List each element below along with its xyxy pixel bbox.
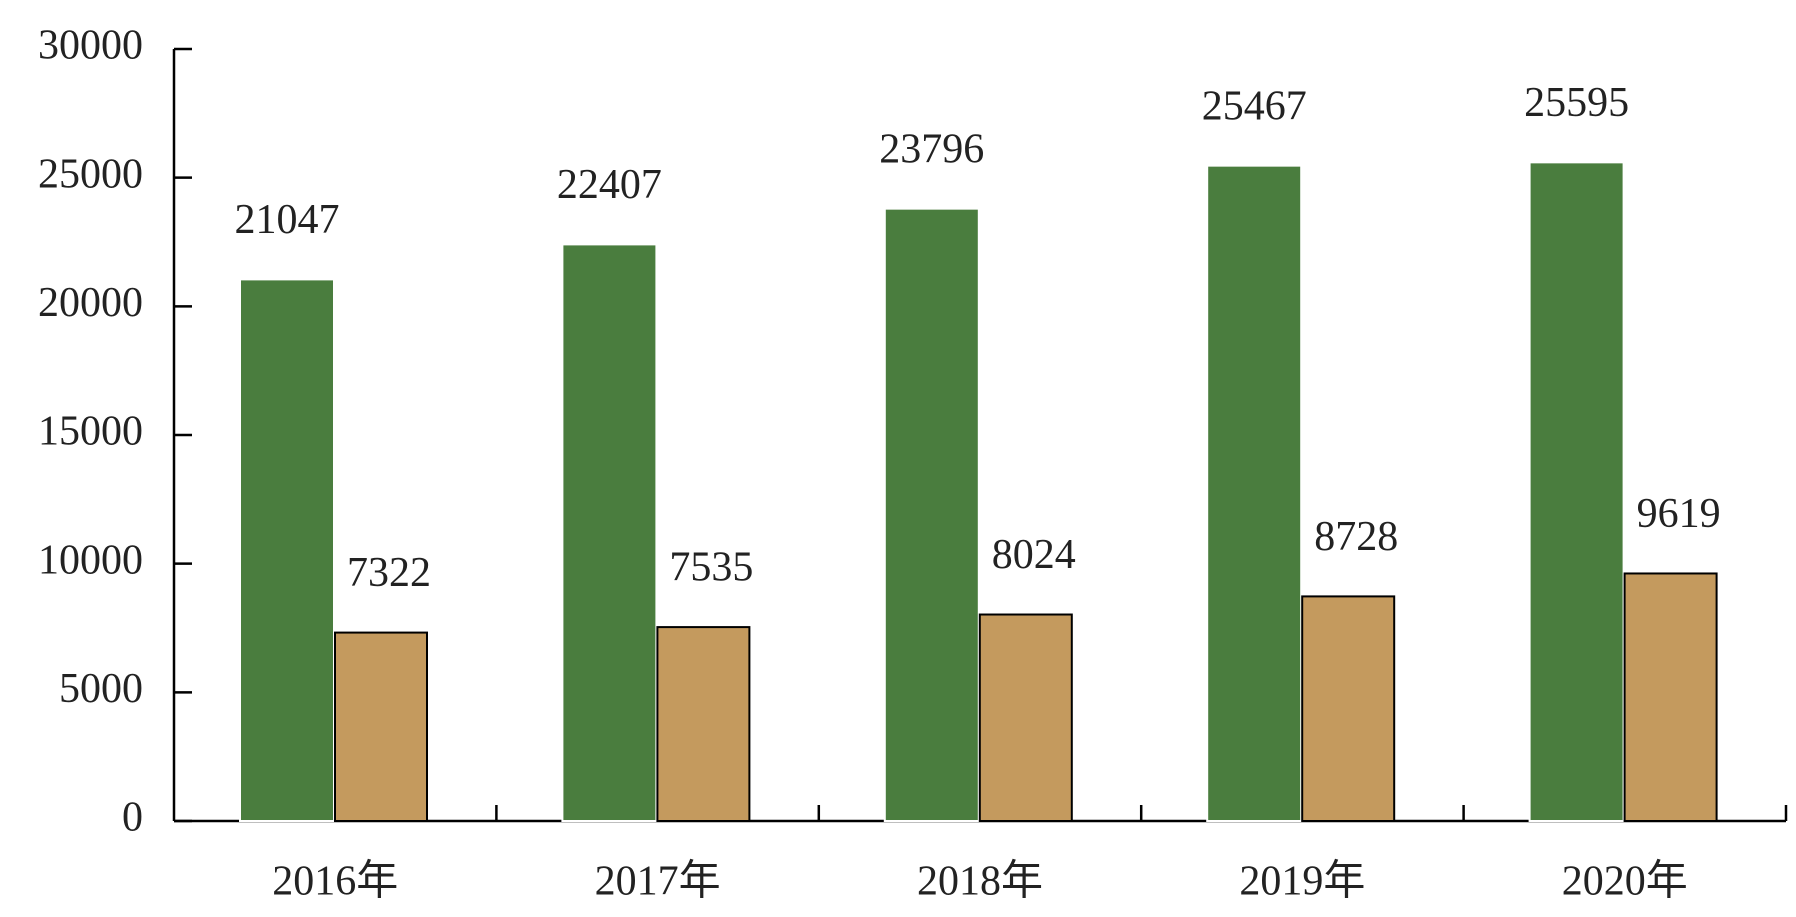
y-tick-label: 20000 xyxy=(38,280,143,326)
y-tick-label: 15000 xyxy=(38,409,143,455)
x-tick-label: 2018年 xyxy=(917,858,1043,905)
bar xyxy=(1623,572,1718,822)
y-tick-label: 5000 xyxy=(59,666,143,712)
bar xyxy=(1206,164,1303,823)
x-tick-label: 2020年 xyxy=(1562,858,1688,905)
value-label: 7322 xyxy=(347,550,431,596)
value-label: 21047 xyxy=(235,197,340,243)
bar xyxy=(1301,595,1396,823)
value-label: 23796 xyxy=(879,126,984,172)
bar xyxy=(1528,161,1625,822)
bar xyxy=(656,626,751,822)
value-label: 9619 xyxy=(1637,491,1721,537)
x-tick-label: 2016年 xyxy=(272,858,398,905)
value-label: 25467 xyxy=(1202,83,1307,129)
y-tick-label: 10000 xyxy=(38,537,143,583)
value-label: 8024 xyxy=(992,532,1076,578)
value-label: 7535 xyxy=(669,545,753,591)
value-label: 25595 xyxy=(1524,80,1629,126)
y-tick-label: 0 xyxy=(122,795,143,841)
bar xyxy=(883,207,980,822)
x-tick-label: 2017年 xyxy=(595,858,721,905)
bar xyxy=(561,243,658,823)
y-tick-label: 30000 xyxy=(38,23,143,69)
y-tick-label: 25000 xyxy=(38,151,143,197)
value-label: 8728 xyxy=(1314,514,1398,560)
bar xyxy=(978,613,1073,823)
x-tick-label: 2019年 xyxy=(1239,858,1365,905)
bar xyxy=(239,278,335,823)
value-label: 22407 xyxy=(557,162,662,208)
bar xyxy=(334,631,428,822)
